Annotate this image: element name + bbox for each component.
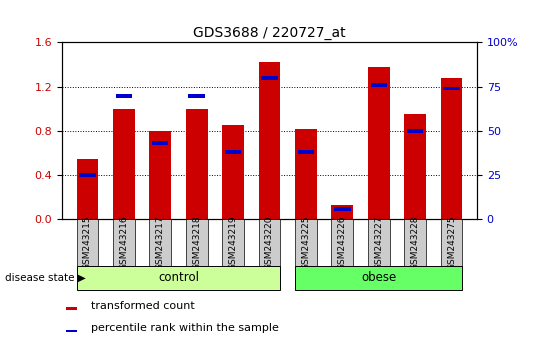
Bar (66, 307, 77, 310)
Bar (440, 219, 462, 266)
Bar (334, 207, 350, 211)
Text: GSM243227: GSM243227 (374, 215, 383, 270)
Bar (77, 219, 99, 266)
Bar (186, 109, 208, 219)
Text: GSM243228: GSM243228 (411, 215, 420, 270)
Bar (186, 219, 208, 266)
Bar (368, 67, 390, 219)
Bar (149, 219, 171, 266)
Text: GSM243215: GSM243215 (83, 215, 92, 270)
Bar (295, 219, 317, 266)
Text: percentile rank within the sample: percentile rank within the sample (91, 324, 279, 333)
Text: GSM243218: GSM243218 (192, 215, 201, 270)
Bar (444, 87, 460, 90)
Bar (407, 129, 423, 133)
Bar (77, 159, 99, 219)
Bar (370, 83, 387, 87)
Bar (149, 131, 171, 219)
Bar (261, 76, 278, 80)
Bar (295, 266, 462, 290)
Text: GSM243219: GSM243219 (229, 215, 238, 270)
Bar (66, 330, 77, 332)
Text: GSM243275: GSM243275 (447, 215, 456, 270)
Bar (440, 78, 462, 219)
Bar (113, 109, 135, 219)
Bar (298, 150, 314, 154)
Bar (404, 219, 426, 266)
Text: GSM243225: GSM243225 (301, 215, 310, 270)
Bar (331, 219, 353, 266)
Bar (259, 219, 280, 266)
Text: GSM243216: GSM243216 (119, 215, 128, 270)
Bar (113, 219, 135, 266)
Text: control: control (158, 272, 199, 284)
Bar (152, 142, 169, 145)
Bar (77, 266, 280, 290)
Text: disease state ▶: disease state ▶ (5, 273, 86, 283)
Bar (222, 219, 244, 266)
Bar (222, 125, 244, 219)
Bar (404, 114, 426, 219)
Text: GSM243220: GSM243220 (265, 215, 274, 270)
Bar (295, 129, 317, 219)
Text: transformed count: transformed count (91, 301, 195, 311)
Bar (225, 150, 241, 154)
Bar (259, 62, 280, 219)
Text: GSM243217: GSM243217 (156, 215, 165, 270)
Text: obese: obese (361, 272, 396, 284)
Text: GSM243226: GSM243226 (338, 215, 347, 270)
Bar (116, 94, 132, 97)
Bar (368, 219, 390, 266)
Title: GDS3688 / 220727_at: GDS3688 / 220727_at (193, 26, 346, 40)
Bar (331, 205, 353, 219)
Bar (79, 173, 95, 177)
Bar (189, 94, 205, 97)
